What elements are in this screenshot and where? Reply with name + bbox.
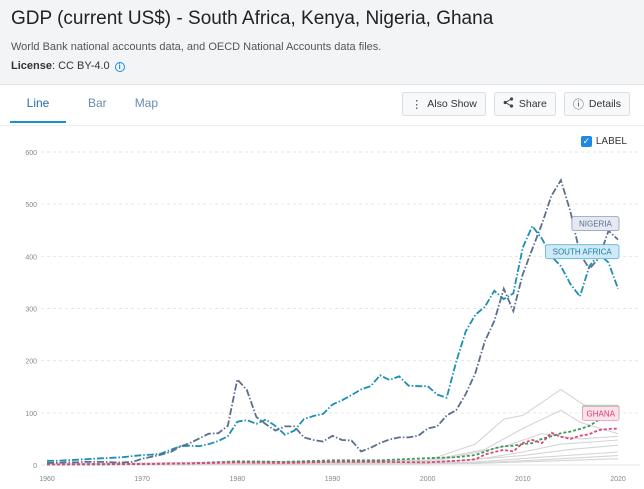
series-label: GHANA bbox=[587, 409, 616, 418]
tab-line[interactable]: Line bbox=[10, 85, 66, 123]
x-tick-label: 2000 bbox=[420, 476, 436, 483]
y-tick-label: 100 bbox=[25, 411, 37, 418]
series-label: SOUTH AFRICA bbox=[553, 248, 613, 257]
chart-actions: ⋮ Also Show Share ⓘ Details bbox=[402, 92, 630, 116]
x-tick-label: 1960 bbox=[39, 476, 55, 483]
chart-card: Line Bar Map ⋮ Also Show Share ⓘ Details bbox=[0, 84, 644, 489]
series-label-box bbox=[571, 216, 620, 232]
x-tick-label: 1990 bbox=[325, 476, 341, 483]
y-tick-label: 200 bbox=[25, 359, 37, 366]
label-toggle[interactable]: ✓ LABEL bbox=[580, 136, 627, 147]
license-label: License bbox=[11, 60, 52, 72]
chart-area: ✓ LABEL 0 100 200 300 400 500 600 1960 1970 1980 1… bbox=[0, 125, 644, 489]
x-tick-label: 1970 bbox=[134, 476, 150, 483]
share-label: Share bbox=[518, 98, 547, 110]
series-line bbox=[47, 178, 619, 464]
info-circle-icon: ⓘ bbox=[572, 99, 584, 111]
y-tick-label: 600 bbox=[25, 150, 37, 157]
line-chart: 0 100 200 300 400 500 600 1960 1970 1980 1990 2000 2… bbox=[25, 150, 640, 483]
share-icon bbox=[503, 97, 514, 111]
y-tick-label: 300 bbox=[25, 307, 37, 314]
tab-map[interactable]: Map bbox=[134, 96, 159, 110]
page-title: GDP (current US$) - South Africa, Kenya,… bbox=[11, 8, 494, 29]
also-show-button[interactable]: ⋮ Also Show bbox=[402, 92, 486, 116]
also-show-label: Also Show bbox=[427, 98, 477, 110]
tab-bar[interactable]: Bar bbox=[88, 96, 107, 110]
series-line bbox=[47, 224, 619, 462]
label-toggle-text: LABEL bbox=[595, 136, 627, 147]
share-button[interactable]: Share bbox=[493, 92, 556, 116]
background-series-line bbox=[46, 388, 619, 465]
license-line: License: CC BY-4.0 i bbox=[11, 60, 125, 72]
y-tick-label: 400 bbox=[25, 254, 37, 261]
series-label-box bbox=[545, 244, 620, 260]
x-tick-label: 2020 bbox=[610, 476, 626, 483]
y-tick-label: 0 bbox=[33, 463, 37, 470]
details-button[interactable]: ⓘ Details bbox=[563, 92, 630, 116]
series-label-box bbox=[582, 406, 620, 421]
vertical-dots-icon: ⋮ bbox=[411, 98, 423, 111]
series-line bbox=[47, 411, 619, 466]
y-tick-label: 500 bbox=[25, 202, 37, 209]
view-tabs: Line Bar Map bbox=[10, 85, 172, 123]
series-label: NIGERIA bbox=[579, 220, 613, 229]
checkbox-checked-icon[interactable]: ✓ bbox=[580, 136, 592, 147]
series-line bbox=[46, 427, 619, 466]
background-series-line bbox=[46, 439, 619, 466]
source-note: World Bank national accounts data, and O… bbox=[11, 41, 382, 53]
license-value: : CC BY-4.0 bbox=[51, 60, 110, 72]
info-icon[interactable]: i bbox=[114, 62, 125, 72]
x-tick-label: 1980 bbox=[230, 476, 246, 483]
background-series-line bbox=[46, 458, 619, 466]
x-tick-label: 2010 bbox=[515, 476, 531, 483]
details-label: Details bbox=[588, 98, 621, 110]
